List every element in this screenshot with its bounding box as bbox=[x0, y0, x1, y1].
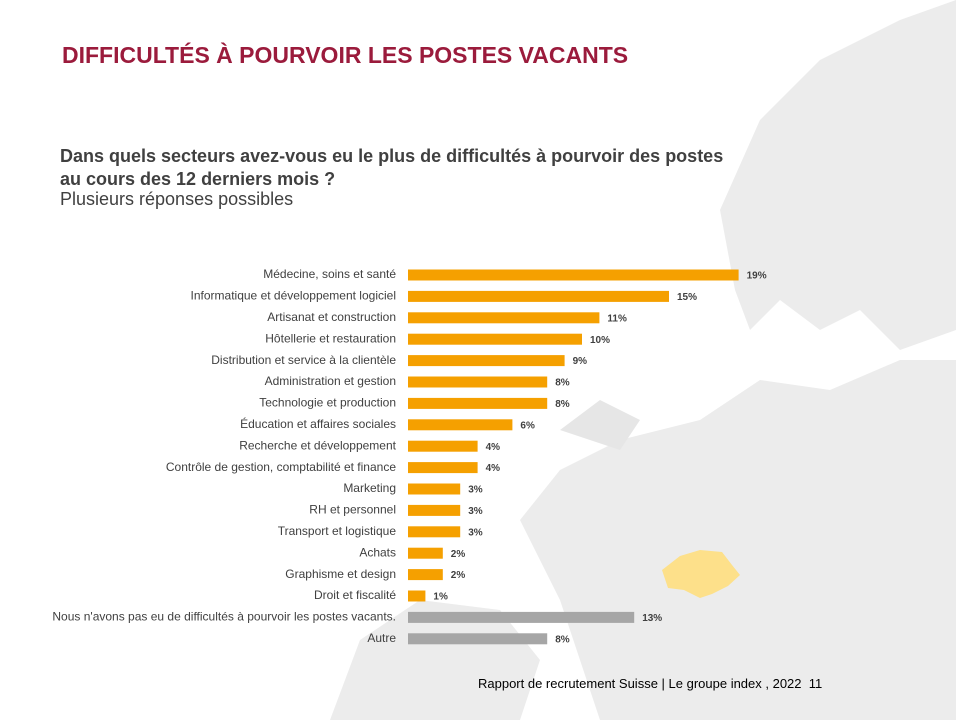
value-label: 11% bbox=[607, 313, 627, 324]
value-label: 19% bbox=[747, 271, 767, 282]
bar bbox=[408, 590, 426, 602]
subtitle: Plusieurs réponses possibles bbox=[60, 189, 294, 209]
bar bbox=[408, 376, 548, 388]
value-label: 3% bbox=[468, 485, 483, 496]
bar bbox=[408, 440, 478, 452]
footer: Rapport de recrutement Suisse | Le group… bbox=[478, 676, 822, 691]
title: DIFFICULTÉS À POURVOIR LES POSTES VACANT… bbox=[62, 42, 629, 68]
value-label: 8% bbox=[555, 399, 570, 410]
category-label: Informatique et développement logiciel bbox=[191, 289, 396, 303]
value-label: 13% bbox=[642, 613, 662, 624]
category-label: Artisanat et construction bbox=[267, 310, 396, 324]
bar bbox=[408, 483, 461, 495]
bar bbox=[408, 269, 739, 281]
bar bbox=[408, 355, 565, 367]
bar bbox=[408, 504, 461, 516]
bar bbox=[408, 611, 635, 623]
category-label: Recherche et développement bbox=[239, 438, 396, 452]
category-label: Marketing bbox=[343, 481, 396, 495]
bar bbox=[408, 462, 478, 474]
category-label: Graphisme et design bbox=[285, 567, 396, 581]
value-label: 6% bbox=[520, 420, 535, 431]
category-label: Éducation et affaires sociales bbox=[240, 416, 396, 431]
bar bbox=[408, 569, 443, 581]
category-label: Contrôle de gestion, comptabilité et fin… bbox=[166, 460, 396, 474]
value-label: 1% bbox=[433, 592, 448, 603]
value-label: 8% bbox=[555, 634, 570, 645]
bar bbox=[408, 290, 669, 302]
value-label: 4% bbox=[486, 463, 501, 474]
category-label: Hôtellerie et restauration bbox=[265, 331, 396, 345]
category-label: Technologie et production bbox=[259, 396, 396, 410]
category-label: Distribution et service à la clientèle bbox=[211, 353, 396, 367]
bar bbox=[408, 312, 600, 324]
bar bbox=[408, 397, 548, 409]
value-label: 3% bbox=[468, 527, 483, 538]
bar bbox=[408, 633, 548, 645]
category-label: Droit et fiscalité bbox=[314, 588, 396, 602]
value-label: 3% bbox=[468, 506, 483, 517]
bar bbox=[408, 333, 582, 345]
value-label: 9% bbox=[573, 356, 588, 367]
category-label: Médecine, soins et santé bbox=[263, 267, 396, 281]
value-label: 2% bbox=[451, 549, 466, 560]
bar bbox=[408, 547, 443, 559]
category-label: RH et personnel bbox=[309, 503, 396, 517]
bar bbox=[408, 419, 513, 431]
footer-text: Rapport de recrutement Suisse | Le group… bbox=[478, 676, 802, 691]
category-label: Achats bbox=[359, 545, 396, 559]
value-label: 15% bbox=[677, 292, 697, 303]
bar bbox=[408, 526, 461, 538]
page-number: 11 bbox=[808, 676, 823, 691]
category-label: Autre bbox=[367, 631, 396, 645]
question: Dans quels secteurs avez-vous eu le plus… bbox=[60, 146, 724, 189]
category-label: Administration et gestion bbox=[265, 374, 396, 388]
category-label: Transport et logistique bbox=[278, 524, 397, 538]
value-label: 2% bbox=[451, 570, 466, 581]
value-label: 4% bbox=[486, 442, 501, 453]
value-label: 10% bbox=[590, 335, 610, 346]
category-label: Nous n'avons pas eu de difficultés à pou… bbox=[52, 610, 396, 624]
value-label: 8% bbox=[555, 378, 570, 389]
